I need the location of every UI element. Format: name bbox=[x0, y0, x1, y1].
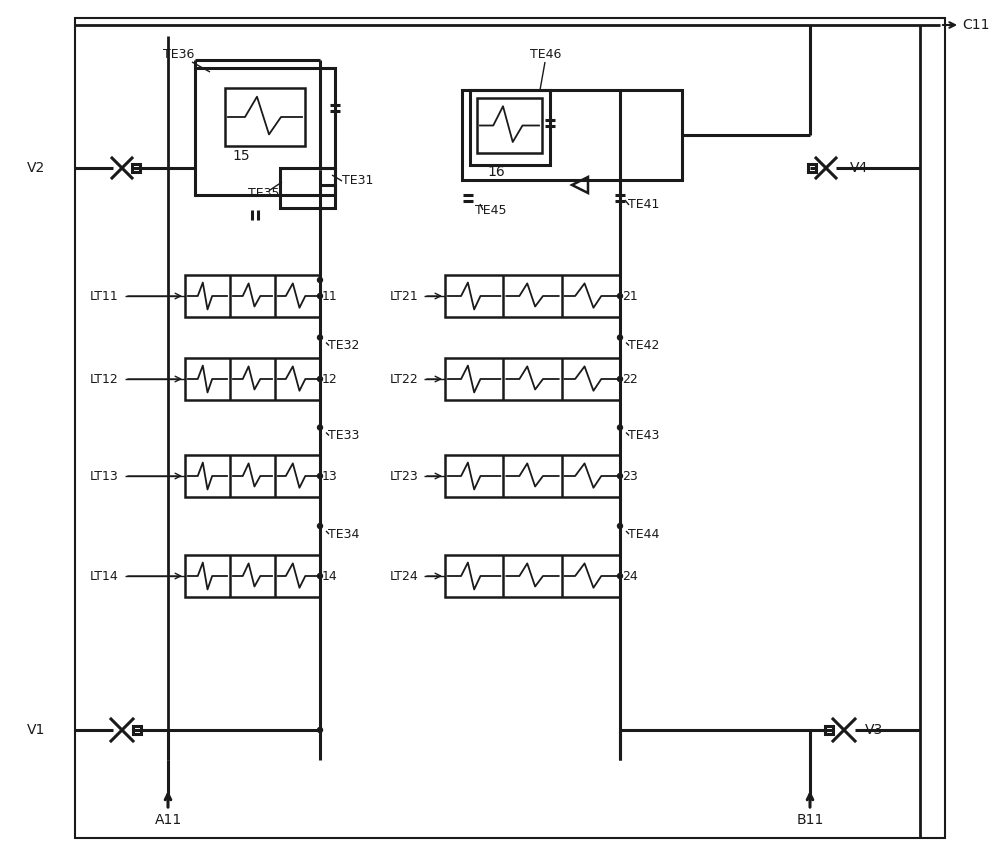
Circle shape bbox=[318, 728, 322, 733]
Text: TE43: TE43 bbox=[628, 429, 659, 442]
Text: LT24: LT24 bbox=[390, 569, 419, 582]
Circle shape bbox=[618, 425, 622, 430]
Bar bbox=[185, 555, 320, 597]
Bar bbox=[445, 275, 620, 317]
Text: TE32: TE32 bbox=[328, 339, 359, 352]
Bar bbox=[470, 90, 550, 165]
Circle shape bbox=[318, 425, 322, 430]
Text: 12: 12 bbox=[322, 373, 338, 386]
Circle shape bbox=[618, 574, 622, 579]
Text: LT22: LT22 bbox=[390, 373, 419, 386]
Text: 22: 22 bbox=[622, 373, 638, 386]
Circle shape bbox=[318, 474, 322, 479]
Text: TE44: TE44 bbox=[628, 528, 659, 540]
Text: V4: V4 bbox=[850, 161, 868, 175]
Circle shape bbox=[618, 293, 622, 298]
Text: A11: A11 bbox=[155, 813, 182, 827]
Text: LT13: LT13 bbox=[90, 469, 119, 482]
Circle shape bbox=[618, 523, 622, 528]
Text: TE33: TE33 bbox=[328, 429, 359, 442]
Text: TE45: TE45 bbox=[475, 203, 507, 216]
Text: TE35: TE35 bbox=[248, 186, 280, 199]
Bar bbox=[462, 90, 682, 180]
Text: 21: 21 bbox=[622, 290, 638, 303]
Bar bbox=[225, 88, 305, 146]
Text: V2: V2 bbox=[27, 161, 45, 175]
Text: TE42: TE42 bbox=[628, 339, 659, 352]
Text: C11: C11 bbox=[962, 18, 990, 32]
Text: LT21: LT21 bbox=[390, 290, 419, 303]
Text: 15: 15 bbox=[232, 149, 250, 163]
Bar bbox=[75, 18, 945, 838]
Bar bbox=[132, 164, 140, 172]
Bar bbox=[477, 98, 542, 153]
Circle shape bbox=[318, 293, 322, 298]
Circle shape bbox=[318, 278, 322, 282]
Bar bbox=[445, 455, 620, 497]
Text: TE34: TE34 bbox=[328, 528, 359, 540]
Bar bbox=[133, 726, 141, 734]
Text: TE31: TE31 bbox=[342, 174, 373, 186]
Text: TE36: TE36 bbox=[163, 49, 194, 62]
Circle shape bbox=[318, 376, 322, 381]
Text: LT12: LT12 bbox=[90, 373, 119, 386]
Bar bbox=[280, 168, 335, 208]
Bar bbox=[808, 164, 816, 172]
Text: B11: B11 bbox=[797, 813, 824, 827]
Text: V3: V3 bbox=[865, 723, 883, 737]
Text: 11: 11 bbox=[322, 290, 338, 303]
Circle shape bbox=[618, 376, 622, 381]
Text: 24: 24 bbox=[622, 569, 638, 582]
Text: V1: V1 bbox=[27, 723, 45, 737]
Circle shape bbox=[318, 335, 322, 340]
Bar bbox=[445, 358, 620, 400]
Circle shape bbox=[618, 335, 622, 340]
Text: 14: 14 bbox=[322, 569, 338, 582]
Bar bbox=[185, 358, 320, 400]
Circle shape bbox=[618, 474, 622, 479]
Circle shape bbox=[318, 574, 322, 579]
Text: LT11: LT11 bbox=[90, 290, 119, 303]
Bar bbox=[825, 726, 833, 734]
Text: 13: 13 bbox=[322, 469, 338, 482]
Text: LT14: LT14 bbox=[90, 569, 119, 582]
Circle shape bbox=[318, 523, 322, 528]
Text: 23: 23 bbox=[622, 469, 638, 482]
Text: TE41: TE41 bbox=[628, 198, 659, 210]
Bar bbox=[185, 455, 320, 497]
Text: 16: 16 bbox=[487, 165, 505, 179]
Bar bbox=[195, 68, 335, 195]
Text: LT23: LT23 bbox=[390, 469, 419, 482]
Bar bbox=[445, 555, 620, 597]
Text: TE46: TE46 bbox=[530, 49, 561, 62]
Bar bbox=[185, 275, 320, 317]
